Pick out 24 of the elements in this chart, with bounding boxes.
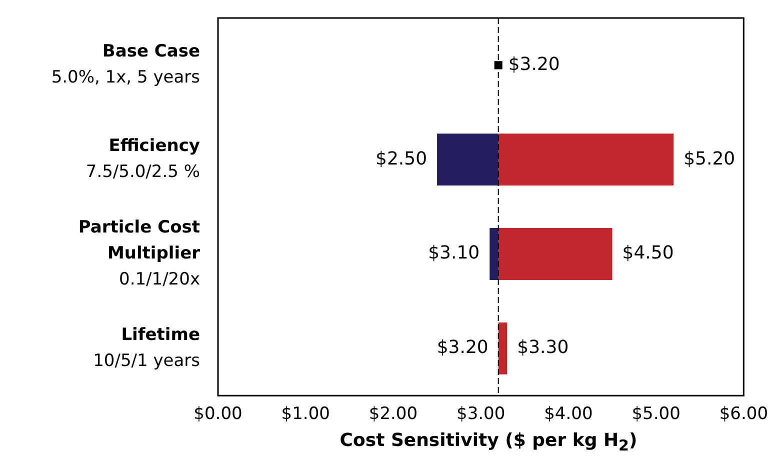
data-label: $5.20 bbox=[684, 148, 736, 170]
x-tick-label: $3.00 bbox=[456, 404, 506, 424]
data-label: $3.30 bbox=[517, 337, 569, 358]
x-tick-label: $6.00 bbox=[719, 404, 768, 424]
x-tick-label: $5.00 bbox=[632, 404, 680, 424]
y-tick-label: Lifetime 10/5/1 years bbox=[93, 324, 200, 371]
y-tick-label: Efficiency 7.5/5.0/2.5 % bbox=[86, 136, 200, 182]
data-label: $3.20 bbox=[508, 54, 560, 75]
data-label: $4.50 bbox=[622, 242, 674, 264]
bar bbox=[498, 228, 612, 280]
bar bbox=[498, 134, 674, 186]
y-tick-label: Base Case 5.0%, 1x, 5 years bbox=[51, 42, 200, 88]
x-tick-label: $4.00 bbox=[544, 404, 593, 424]
bar bbox=[437, 134, 498, 186]
x-tick-label: $2.00 bbox=[368, 404, 418, 424]
y-tick-label: Particle Cost Multiplier 0.1/1/20x bbox=[78, 217, 201, 290]
x-axis-title: Cost Sensitivity ($ per kg H$_{2}$) bbox=[338, 430, 638, 455]
x-tick-label: $1.00 bbox=[281, 404, 330, 424]
data-label: $2.50 bbox=[375, 148, 428, 170]
x-tick-label: $0.00 bbox=[194, 404, 242, 424]
data-label: $3.10 bbox=[428, 242, 480, 264]
annotation: $3.20 bbox=[436, 337, 488, 358]
bar bbox=[498, 322, 508, 374]
bar bbox=[490, 228, 498, 280]
